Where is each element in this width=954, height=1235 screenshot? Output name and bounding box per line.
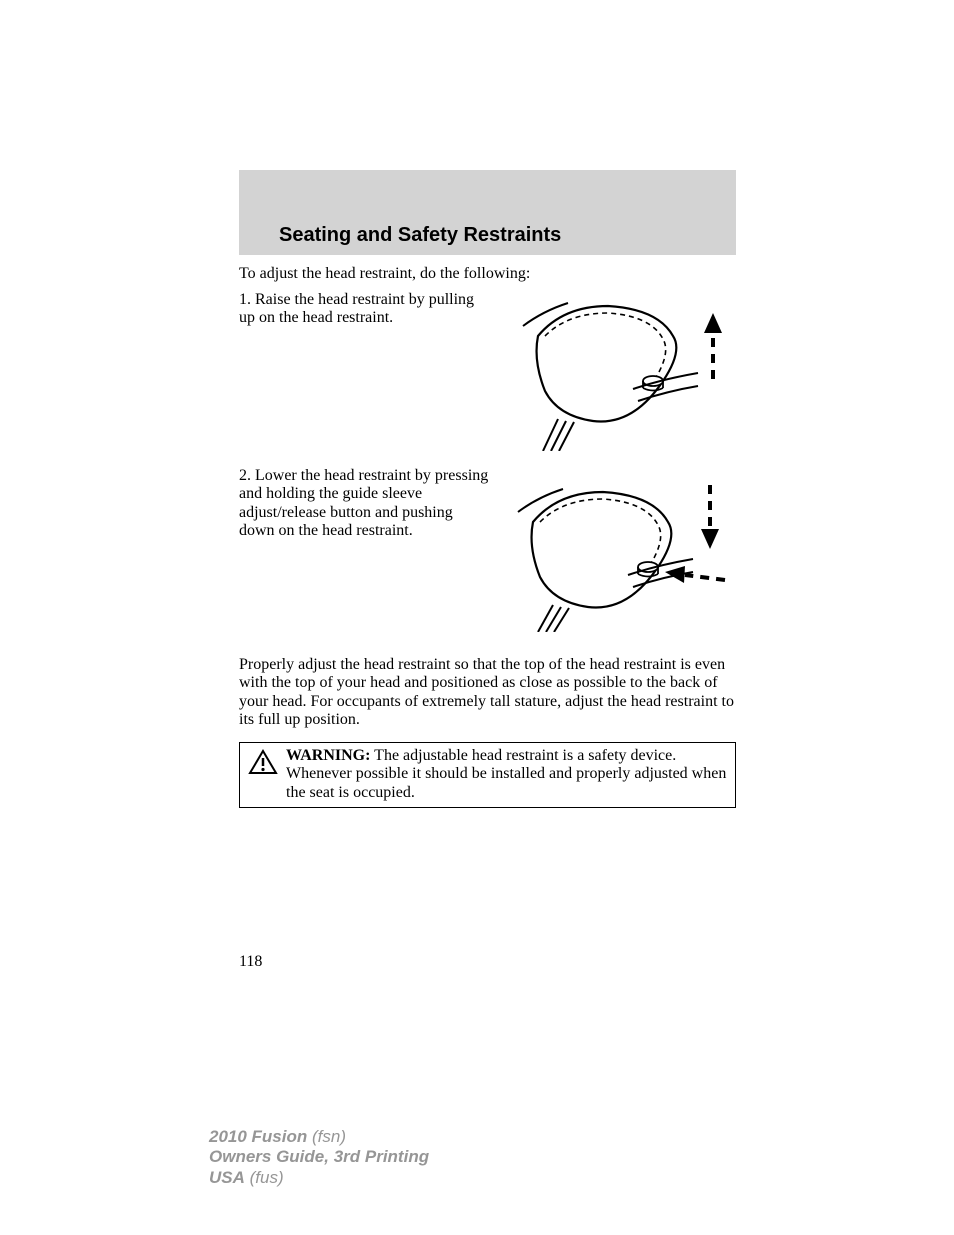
step-2-text: 2. Lower the head restraint by pressing …	[239, 467, 499, 632]
footer-model: 2010 Fusion	[209, 1127, 307, 1146]
step-1-illustration	[499, 291, 736, 451]
footer-line-2: Owners Guide, 3rd Printing	[209, 1147, 429, 1167]
step-2: 2. Lower the head restraint by pressing …	[239, 467, 736, 632]
footer-code-1: (fsn)	[307, 1127, 346, 1146]
headrest-raise-diagram	[503, 291, 733, 451]
page-content: To adjust the head restraint, do the fol…	[239, 265, 736, 808]
page-number: 118	[239, 953, 262, 971]
step-2-illustration	[499, 467, 736, 632]
section-title: Seating and Safety Restraints	[279, 224, 561, 247]
arrow-up-icon	[704, 313, 722, 379]
section-header: Seating and Safety Restraints	[239, 170, 736, 255]
body-paragraph: Properly adjust the head restraint so th…	[239, 656, 736, 730]
arrow-left-icon	[665, 566, 725, 583]
footer-code-2: (fus)	[245, 1168, 284, 1187]
step-1: 1. Raise the head restraint by pulling u…	[239, 291, 736, 451]
headrest-lower-diagram	[503, 467, 733, 632]
warning-box: WARNING: The adjustable head restraint i…	[239, 742, 736, 809]
footer-line-1: 2010 Fusion (fsn)	[209, 1127, 429, 1147]
intro-text: To adjust the head restraint, do the fol…	[239, 265, 736, 283]
arrow-down-icon	[701, 485, 719, 549]
warning-text: WARNING: The adjustable head restraint i…	[286, 747, 727, 804]
footer-line-3: USA (fus)	[209, 1168, 429, 1188]
warning-label: WARNING:	[286, 747, 370, 764]
footer: 2010 Fusion (fsn) Owners Guide, 3rd Prin…	[209, 1127, 429, 1188]
warning-icon	[248, 749, 278, 780]
footer-region: USA	[209, 1168, 245, 1187]
step-1-text: 1. Raise the head restraint by pulling u…	[239, 291, 499, 451]
